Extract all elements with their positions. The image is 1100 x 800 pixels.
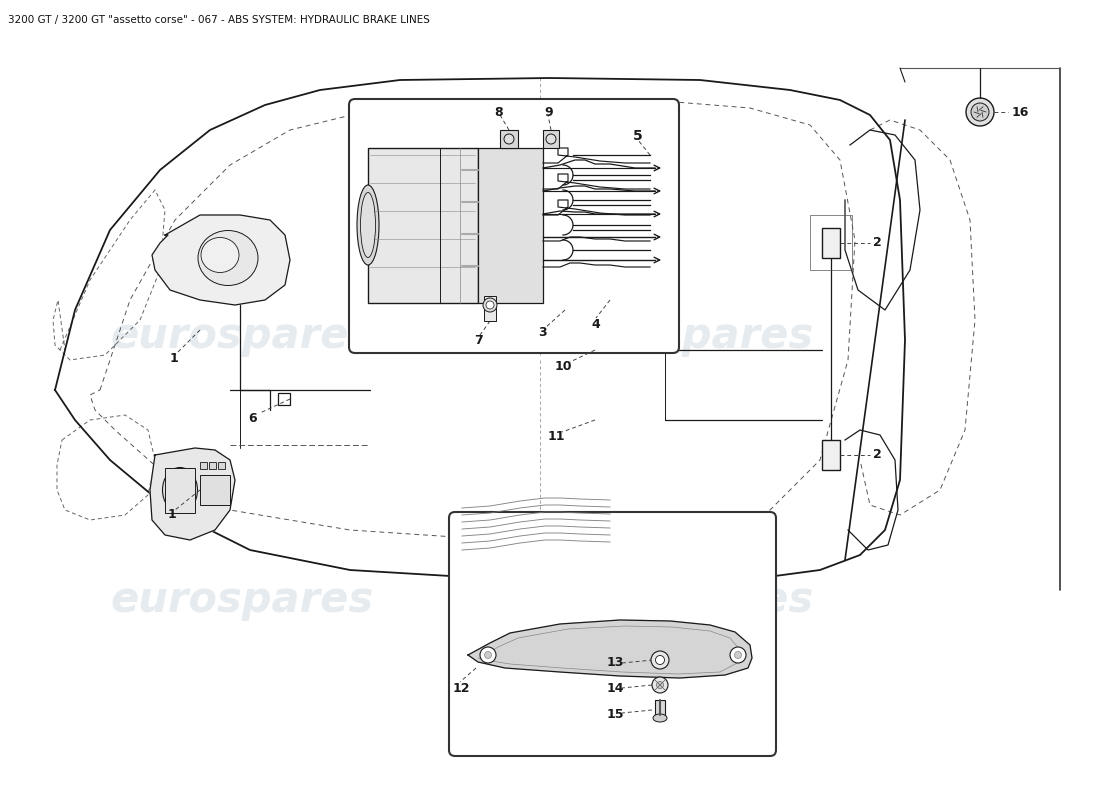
Bar — [218, 462, 226, 469]
Bar — [500, 130, 518, 148]
Text: 3: 3 — [538, 326, 547, 339]
FancyBboxPatch shape — [349, 99, 679, 353]
Polygon shape — [150, 448, 235, 540]
Text: 8: 8 — [494, 106, 503, 118]
Circle shape — [480, 647, 496, 663]
Polygon shape — [152, 215, 290, 305]
Text: eurospares: eurospares — [110, 579, 374, 621]
Ellipse shape — [358, 185, 379, 265]
Text: 14: 14 — [607, 682, 625, 694]
Text: 16: 16 — [1012, 106, 1030, 118]
Bar — [822, 440, 840, 470]
Text: 2: 2 — [873, 449, 882, 462]
Ellipse shape — [504, 134, 514, 144]
Bar — [209, 462, 216, 469]
Circle shape — [730, 647, 746, 663]
Ellipse shape — [653, 714, 667, 722]
Text: 7: 7 — [474, 334, 483, 346]
Circle shape — [971, 103, 989, 121]
Text: 9: 9 — [544, 106, 552, 118]
Bar — [368, 148, 478, 303]
Text: 6: 6 — [248, 411, 256, 425]
Circle shape — [484, 651, 492, 658]
Bar — [822, 228, 840, 258]
Text: 13: 13 — [607, 657, 625, 670]
FancyBboxPatch shape — [449, 512, 776, 756]
Ellipse shape — [546, 134, 556, 144]
Text: 12: 12 — [453, 682, 471, 694]
Text: eurospares: eurospares — [110, 315, 374, 357]
Ellipse shape — [198, 230, 258, 286]
Circle shape — [735, 651, 741, 658]
Text: 2: 2 — [873, 237, 882, 250]
Bar — [200, 462, 207, 469]
Text: 3200 GT / 3200 GT "assetto corse" - 067 - ABS SYSTEM: HYDRAULIC BRAKE LINES: 3200 GT / 3200 GT "assetto corse" - 067 … — [8, 15, 430, 25]
Text: eurospares: eurospares — [550, 579, 814, 621]
Circle shape — [656, 655, 664, 665]
Text: 15: 15 — [607, 707, 625, 721]
Bar — [478, 148, 543, 303]
Polygon shape — [468, 620, 752, 678]
Circle shape — [486, 301, 494, 309]
Text: eurospares: eurospares — [550, 315, 814, 357]
Bar — [278, 393, 290, 405]
Text: 11: 11 — [548, 430, 565, 443]
Text: 10: 10 — [556, 361, 572, 374]
Text: 5: 5 — [632, 129, 642, 143]
Text: 1: 1 — [170, 351, 178, 365]
Bar — [810, 215, 853, 270]
Bar — [543, 130, 559, 148]
Circle shape — [966, 98, 994, 126]
Circle shape — [652, 677, 668, 693]
Bar — [165, 468, 195, 513]
Ellipse shape — [163, 467, 198, 513]
Ellipse shape — [361, 193, 375, 258]
Circle shape — [483, 298, 497, 312]
Bar — [654, 700, 666, 718]
Ellipse shape — [201, 238, 239, 273]
Circle shape — [657, 682, 663, 689]
Bar — [200, 475, 230, 505]
Bar — [484, 296, 496, 321]
Circle shape — [651, 651, 669, 669]
Text: 1: 1 — [168, 509, 177, 522]
Text: 4: 4 — [591, 318, 600, 331]
